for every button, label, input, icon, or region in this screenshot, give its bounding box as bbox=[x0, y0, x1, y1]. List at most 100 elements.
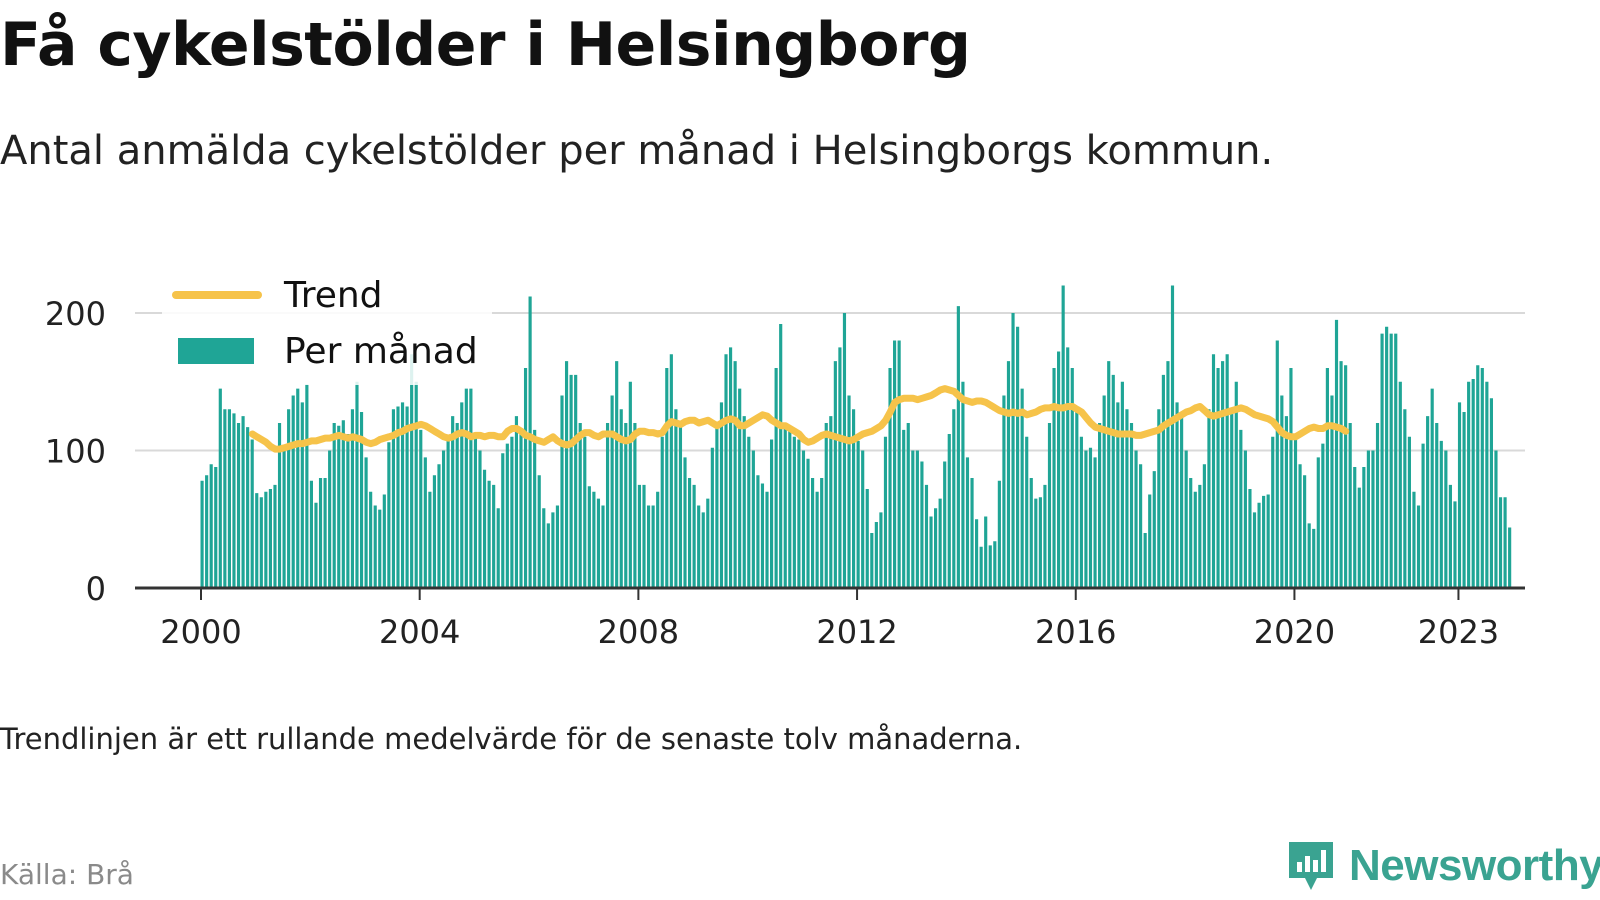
bar bbox=[523, 368, 528, 588]
bar bbox=[432, 475, 437, 588]
bar bbox=[387, 442, 391, 588]
bar bbox=[378, 509, 382, 589]
bar bbox=[1052, 368, 1056, 588]
bar bbox=[564, 361, 569, 589]
bar bbox=[1043, 484, 1047, 589]
bar bbox=[1148, 494, 1152, 588]
bar bbox=[364, 457, 368, 589]
bar bbox=[1471, 379, 1475, 588]
bar bbox=[1284, 416, 1288, 589]
bar bbox=[701, 512, 705, 589]
bar bbox=[934, 508, 938, 588]
bar bbox=[601, 505, 605, 588]
bar bbox=[1430, 388, 1434, 589]
bar bbox=[505, 443, 509, 589]
bar bbox=[1116, 402, 1120, 589]
bar bbox=[473, 436, 478, 588]
bar bbox=[788, 429, 792, 589]
bar bbox=[911, 450, 915, 588]
bar bbox=[815, 491, 819, 588]
bar bbox=[651, 505, 655, 588]
trend-line bbox=[248, 385, 1350, 453]
bar bbox=[1084, 450, 1088, 588]
bar bbox=[1243, 450, 1247, 588]
bar bbox=[893, 340, 897, 588]
brand-name: Newsworthy bbox=[1349, 841, 1600, 890]
bar bbox=[665, 368, 669, 588]
bar bbox=[492, 484, 496, 589]
bar bbox=[223, 409, 227, 588]
bar bbox=[277, 423, 282, 588]
bar bbox=[947, 434, 951, 588]
bar bbox=[847, 395, 851, 588]
bar bbox=[865, 489, 869, 588]
bar bbox=[628, 381, 632, 588]
bar bbox=[710, 447, 714, 588]
bar bbox=[792, 436, 796, 588]
bar bbox=[1098, 423, 1102, 588]
bar bbox=[1444, 450, 1448, 588]
bar bbox=[1494, 450, 1498, 588]
bar bbox=[246, 427, 250, 589]
bar bbox=[733, 361, 737, 589]
bar bbox=[1403, 409, 1407, 588]
bar bbox=[264, 491, 268, 588]
bar bbox=[273, 484, 277, 589]
bar bbox=[1207, 409, 1211, 588]
bar bbox=[1129, 423, 1134, 588]
bar bbox=[929, 516, 933, 588]
bar bbox=[501, 453, 505, 588]
bar bbox=[920, 461, 924, 588]
bar bbox=[537, 475, 541, 588]
bar bbox=[1467, 381, 1471, 588]
bar bbox=[1221, 361, 1225, 589]
trend-series bbox=[248, 385, 1350, 453]
bar bbox=[633, 423, 637, 588]
bar bbox=[546, 523, 550, 589]
bar bbox=[428, 491, 432, 588]
y-tick-label: 0 bbox=[86, 570, 106, 608]
bar bbox=[1016, 326, 1020, 588]
bar bbox=[578, 423, 582, 588]
bar bbox=[1152, 471, 1156, 589]
bar bbox=[610, 395, 614, 588]
bar bbox=[938, 498, 942, 589]
bar bbox=[1029, 478, 1033, 588]
bar bbox=[391, 409, 396, 588]
bar bbox=[1371, 450, 1375, 588]
bar bbox=[487, 480, 491, 588]
bar bbox=[801, 450, 806, 588]
bar bbox=[1262, 495, 1266, 589]
bar bbox=[1353, 467, 1357, 588]
bar bbox=[1362, 467, 1366, 588]
legend-trend-label: Trend bbox=[283, 275, 383, 316]
bar bbox=[528, 296, 532, 588]
bar bbox=[441, 450, 446, 588]
bar bbox=[287, 409, 291, 588]
bar bbox=[1111, 374, 1115, 589]
bar bbox=[1061, 285, 1065, 588]
bar bbox=[783, 423, 787, 588]
bar bbox=[1075, 409, 1079, 588]
bar bbox=[1407, 436, 1411, 588]
legend-bars-swatch bbox=[178, 338, 254, 364]
bar bbox=[1088, 447, 1093, 588]
bar bbox=[619, 409, 623, 588]
bar bbox=[1057, 351, 1061, 588]
bar bbox=[282, 450, 286, 588]
bar bbox=[1202, 464, 1206, 588]
bar bbox=[1303, 475, 1307, 588]
bar bbox=[1307, 523, 1311, 589]
bar bbox=[1480, 368, 1484, 588]
bar bbox=[460, 402, 464, 589]
newsworthy-logo-icon bbox=[1289, 842, 1333, 890]
bar bbox=[820, 478, 824, 588]
bar bbox=[1234, 381, 1238, 588]
bar bbox=[1184, 450, 1188, 588]
bar bbox=[1248, 489, 1252, 588]
bar bbox=[1175, 402, 1179, 589]
bar bbox=[309, 480, 313, 588]
bar bbox=[984, 516, 988, 588]
bar bbox=[1102, 395, 1106, 588]
bar bbox=[683, 457, 687, 589]
